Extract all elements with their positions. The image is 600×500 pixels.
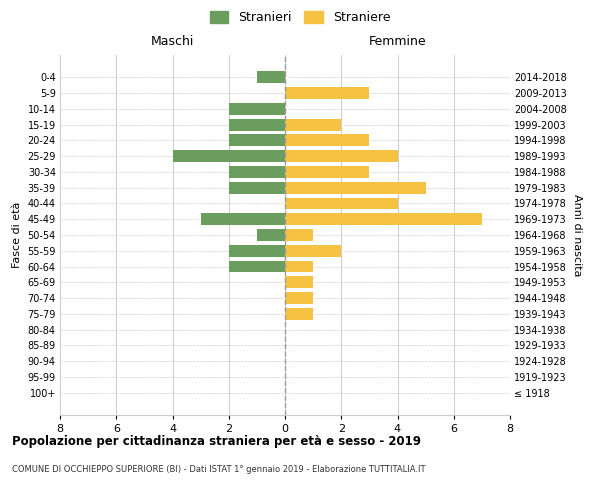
Bar [229, 166, 285, 178]
Bar [173, 150, 285, 162]
Bar [229, 260, 285, 272]
Bar [285, 118, 341, 130]
Bar [285, 166, 370, 178]
Bar [257, 72, 285, 83]
Bar [285, 134, 370, 146]
Text: Popolazione per cittadinanza straniera per età e sesso - 2019: Popolazione per cittadinanza straniera p… [12, 435, 421, 448]
Legend: Stranieri, Straniere: Stranieri, Straniere [205, 6, 395, 29]
Bar [285, 308, 313, 320]
Bar [285, 87, 370, 99]
Bar [229, 118, 285, 130]
Bar [285, 245, 341, 256]
Bar [285, 198, 398, 209]
Bar [229, 182, 285, 194]
Bar [285, 260, 313, 272]
Bar [229, 103, 285, 115]
Y-axis label: Anni di nascita: Anni di nascita [572, 194, 583, 276]
Text: COMUNE DI OCCHIEPPO SUPERIORE (BI) - Dati ISTAT 1° gennaio 2019 - Elaborazione T: COMUNE DI OCCHIEPPO SUPERIORE (BI) - Dat… [12, 465, 425, 474]
Bar [200, 214, 285, 225]
Bar [229, 245, 285, 256]
Text: Femmine: Femmine [368, 35, 427, 48]
Bar [285, 182, 425, 194]
Bar [257, 229, 285, 241]
Bar [285, 229, 313, 241]
Bar [285, 276, 313, 288]
Bar [285, 214, 482, 225]
Text: Maschi: Maschi [151, 35, 194, 48]
Bar [285, 150, 398, 162]
Bar [229, 134, 285, 146]
Y-axis label: Fasce di età: Fasce di età [12, 202, 22, 268]
Bar [285, 292, 313, 304]
